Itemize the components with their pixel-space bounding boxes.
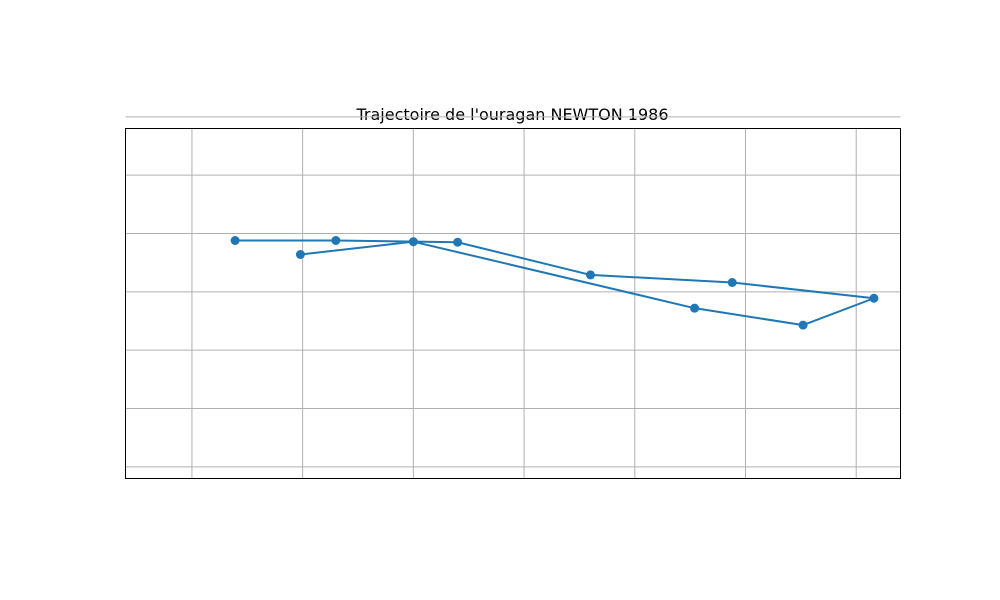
data-point-6: [586, 270, 595, 280]
data-point-4: [869, 293, 879, 303]
data-point-9: [230, 236, 240, 245]
data-point-3: [798, 320, 808, 330]
series-line-0: [235, 239, 875, 327]
plot-frame: [125, 128, 901, 479]
data-point-7: [453, 237, 463, 247]
data-point-0: [295, 250, 305, 259]
chart-title: Trajectoire de l'ouragan NEWTON 1986: [355, 105, 668, 124]
data-point-2: [690, 303, 700, 313]
data-point-5: [727, 278, 737, 287]
grid: [125, 116, 901, 479]
data-point-8: [331, 236, 341, 245]
data-point-1: [408, 237, 418, 247]
series-layer: [230, 236, 879, 330]
